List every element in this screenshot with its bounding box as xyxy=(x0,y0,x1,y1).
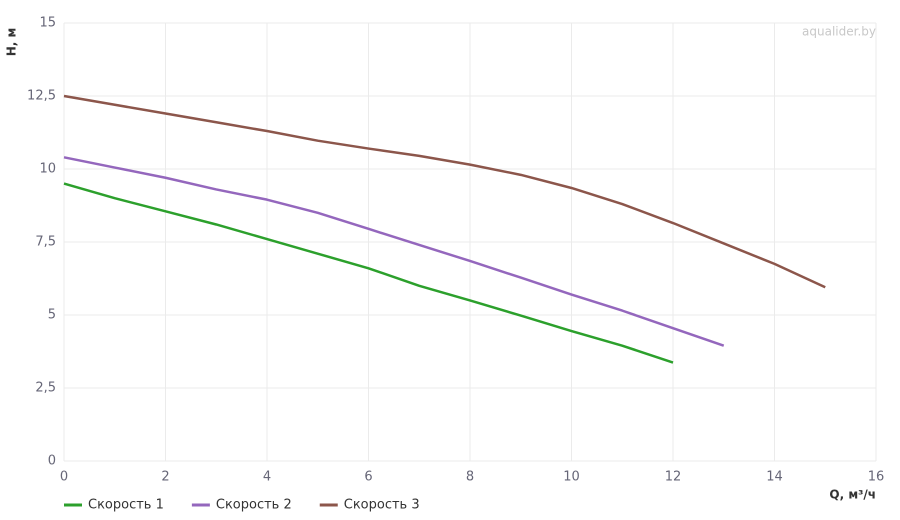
series-line xyxy=(63,156,725,347)
series-line xyxy=(63,182,674,364)
watermark: aqualider.by xyxy=(802,25,876,39)
x-tick-label: 16 xyxy=(868,470,885,485)
y-tick-label: 12,5 xyxy=(27,89,56,104)
x-tick-label: 2 xyxy=(161,470,169,485)
legend-label: Скорость 2 xyxy=(216,498,292,513)
x-tick-label: 8 xyxy=(466,470,474,485)
x-tick-label: 10 xyxy=(563,470,580,485)
y-tick-label: 15 xyxy=(39,16,56,31)
y-tick-label: 7,5 xyxy=(35,235,56,250)
y-tick-label: 0 xyxy=(48,454,56,469)
y-tick-label: 5 xyxy=(48,308,56,323)
y-axis-label: H, м xyxy=(5,28,19,57)
x-tick-label: 4 xyxy=(263,470,271,485)
x-tick-label: 12 xyxy=(665,470,682,485)
series-line xyxy=(63,94,826,289)
y-tick-label: 10 xyxy=(39,162,56,177)
x-tick-label: 6 xyxy=(364,470,372,485)
legend-label: Скорость 3 xyxy=(344,498,420,513)
y-tick-label: 2,5 xyxy=(35,381,56,396)
x-tick-label: 0 xyxy=(60,470,68,485)
legend-label: Скорость 1 xyxy=(88,498,164,513)
x-tick-label: 14 xyxy=(766,470,783,485)
x-axis-label: Q, м³/ч xyxy=(829,488,876,502)
